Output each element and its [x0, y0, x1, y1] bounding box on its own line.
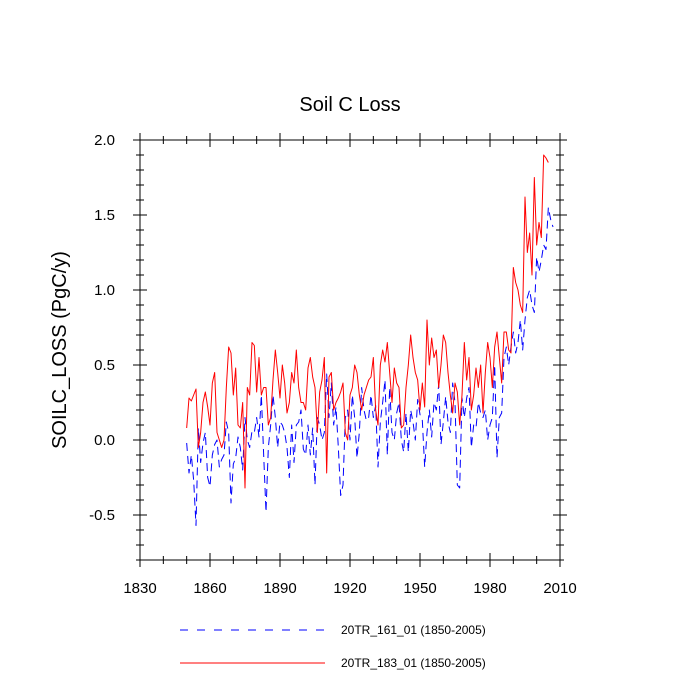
x-tick-label: 2010: [543, 580, 576, 597]
x-tick-label: 1830: [123, 580, 156, 597]
y-tick-labels: -0.5 0.0 0.5 1.0 1.5 2.0: [89, 132, 115, 524]
series-line-2: [186, 154, 549, 489]
x-tick-label: 1980: [473, 580, 506, 597]
x-tick-label: 1950: [403, 580, 436, 597]
y-tick-label: 0.0: [94, 432, 115, 449]
legend-label-2: 20TR_183_01 (1850-2005): [341, 656, 486, 670]
y-tick-label: 1.5: [94, 207, 115, 224]
chart-title: Soil C Loss: [299, 94, 400, 116]
legend-label-1: 20TR_161_01 (1850-2005): [341, 623, 486, 637]
x-tick-label: 1860: [193, 580, 226, 597]
x-tick-label: 1890: [263, 580, 296, 597]
y-tick-label: 0.5: [94, 357, 115, 374]
y-tick-label: -0.5: [89, 507, 115, 524]
legend: 20TR_161_01 (1850-2005) 20TR_183_01 (1850…: [180, 623, 486, 670]
plot-frame: [139, 139, 561, 561]
series-layer: [186, 154, 554, 526]
x-tick-labels: 1830 1860 1890 1920 1950 1980 2010: [123, 580, 576, 597]
y-tick-label: 2.0: [94, 132, 115, 149]
y-tick-label: 1.0: [94, 282, 115, 299]
y-axis-label: SOILC_LOSS (PgC/y): [49, 251, 71, 449]
x-tick-label: 1920: [333, 580, 366, 597]
